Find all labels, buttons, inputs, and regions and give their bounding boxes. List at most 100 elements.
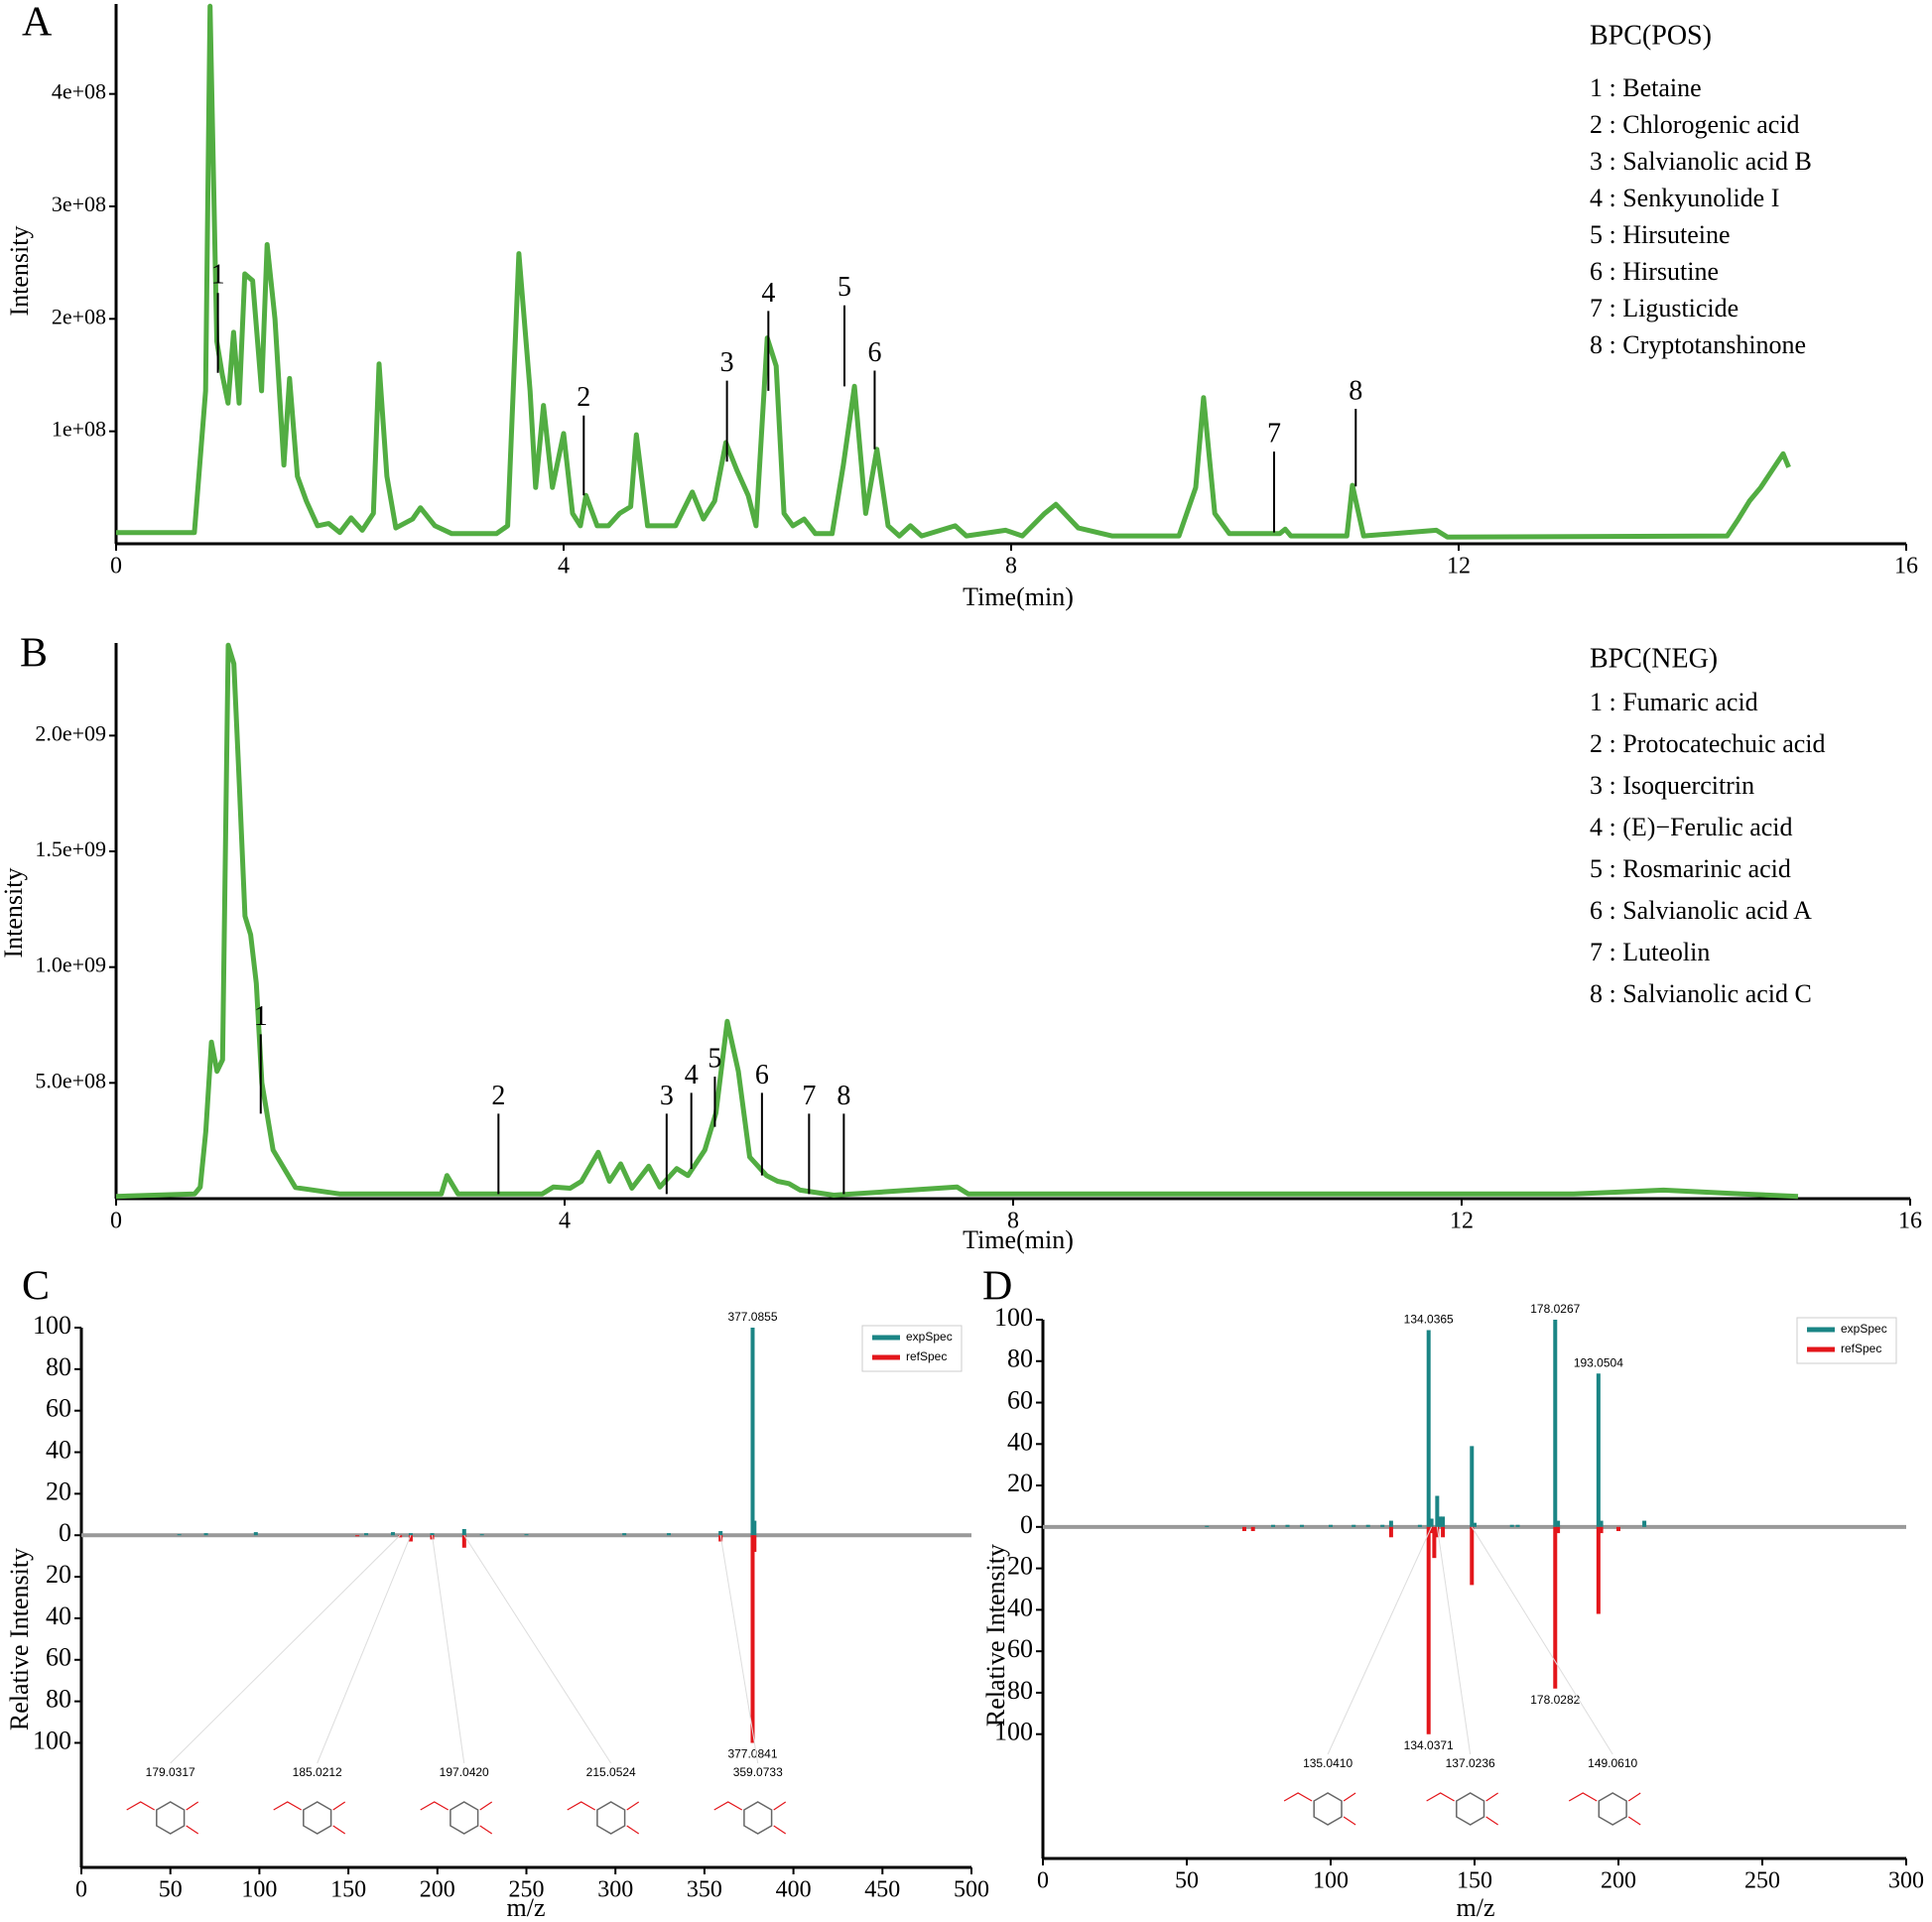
panel-letter: B (20, 631, 48, 677)
legend-box (861, 1325, 963, 1372)
structure-bonds (567, 1801, 640, 1835)
x-tick-label: 12 (1450, 1209, 1474, 1234)
fragment-label: 359.0733 (733, 1765, 783, 1779)
leader-line (431, 1535, 465, 1764)
x-tick-label: 300 (1888, 1868, 1924, 1894)
compound-label: 3 : Isoquercitrin (1590, 771, 1754, 800)
compound-label: 5 : Rosmarinic acid (1590, 854, 1791, 883)
compound-label: 7 : Ligusticide (1590, 294, 1739, 322)
structure-ring (596, 1801, 626, 1835)
x-tick-label: 0 (110, 554, 122, 579)
structure-ring (303, 1801, 332, 1835)
y-tick-label: 80 (1007, 1345, 1033, 1373)
structure-ring (450, 1801, 479, 1835)
compound-label: 7 : Luteolin (1590, 938, 1710, 966)
x-tick-label: 500 (954, 1877, 989, 1903)
y-tick-label: 40 (1007, 1593, 1033, 1621)
y-tick-label: 2.0e+09 (35, 720, 106, 745)
y-axis-title: Intensity (5, 226, 34, 317)
panel-letter: A (22, 0, 53, 46)
x-tick-label: 150 (1457, 1868, 1492, 1894)
peak-label: 7 (1267, 418, 1281, 448)
compound-label: 1 : Fumaric acid (1590, 688, 1758, 716)
x-tick-label: 50 (1175, 1868, 1199, 1894)
chromatogram-line (116, 3, 1791, 540)
y-tick-label: 40 (46, 1436, 71, 1465)
peak-label: 2 (577, 382, 590, 413)
x-tick-label: 250 (1744, 1868, 1780, 1894)
peak-label: 6 (755, 1060, 769, 1090)
structure-bonds (420, 1801, 493, 1835)
y-tick-label: 100 (994, 1303, 1033, 1332)
fragment-label: 179.0317 (146, 1765, 195, 1779)
structure-ring (1598, 1792, 1627, 1826)
peak-label: 7 (802, 1081, 816, 1111)
compound-label: 4 : (E)−Ferulic acid (1590, 813, 1793, 841)
legend-label: refSpec (906, 1349, 947, 1363)
x-tick-label: 16 (1894, 554, 1918, 579)
y-tick-label: 100 (33, 1311, 71, 1340)
peak-label: 8 (1349, 375, 1362, 406)
compound-label: 1 : Betaine (1590, 73, 1702, 102)
panel-letter: D (982, 1264, 1012, 1310)
peak-annotation: 377.0855 (727, 1310, 777, 1324)
fragment-label: 135.0410 (1303, 1756, 1352, 1770)
y-tick-label: 80 (46, 1685, 71, 1714)
y-tick-label: 1e+08 (52, 417, 106, 442)
structure-ring (1313, 1792, 1343, 1826)
x-tick-label: 4 (558, 554, 570, 579)
x-axis-title: Time(min) (963, 582, 1074, 611)
structure-bonds (1426, 1792, 1498, 1826)
y-tick-label: 20 (1007, 1469, 1033, 1497)
panel-letter: C (22, 1264, 50, 1310)
compound-label: 8 : Salvianolic acid C (1590, 979, 1812, 1008)
fragment-label: 215.0524 (586, 1765, 636, 1779)
x-tick-label: 50 (159, 1877, 183, 1903)
peak-label: 5 (708, 1043, 721, 1074)
x-axis-title: Time(min) (963, 1225, 1074, 1254)
y-axis-title: Intensity (0, 868, 28, 959)
peak-annotation: 134.0365 (1404, 1313, 1454, 1327)
y-tick-label: 5.0e+08 (35, 1068, 106, 1092)
structure-bonds (1283, 1792, 1356, 1826)
y-tick-label: 80 (46, 1352, 71, 1381)
y-tick-label: 0 (1020, 1510, 1033, 1539)
x-tick-label: 8 (1007, 1209, 1019, 1234)
legend-title: BPC(POS) (1590, 20, 1712, 51)
x-tick-label: 200 (420, 1877, 455, 1903)
structure-ring (743, 1801, 773, 1835)
x-tick-label: 8 (1005, 554, 1017, 579)
leader-line (719, 1535, 759, 1764)
y-tick-label: 60 (46, 1643, 71, 1672)
peak-annotation: 178.0282 (1530, 1693, 1580, 1707)
structure-bonds (126, 1801, 199, 1835)
y-tick-label: 40 (46, 1602, 71, 1630)
compound-label: 5 : Hirsuteine (1590, 220, 1731, 249)
x-tick-label: 0 (110, 1209, 122, 1234)
peak-label: 4 (761, 278, 775, 309)
peak-annotation: 134.0371 (1404, 1738, 1454, 1752)
chromatogram-line (115, 642, 1799, 1200)
y-axis-title: Relative Intensity (5, 1548, 34, 1730)
y-tick-label: 20 (46, 1476, 71, 1505)
structure-ring (156, 1801, 186, 1835)
leader-line (463, 1534, 612, 1764)
x-tick-label: 250 (509, 1877, 545, 1903)
compound-label: 2 : Protocatechuic acid (1590, 729, 1826, 758)
y-tick-label: 60 (46, 1394, 71, 1423)
peak-annotation: 178.0267 (1530, 1302, 1580, 1316)
x-tick-label: 450 (864, 1877, 900, 1903)
y-tick-label: 2e+08 (52, 304, 106, 328)
compound-label: 6 : Hirsutine (1590, 257, 1719, 286)
x-tick-label: 400 (776, 1877, 812, 1903)
fragment-label: 149.0610 (1588, 1756, 1637, 1770)
x-tick-label: 0 (1037, 1868, 1049, 1894)
peak-label: 8 (837, 1081, 850, 1111)
peak-label: 3 (660, 1081, 674, 1111)
leader-line (170, 1534, 401, 1764)
x-tick-label: 350 (687, 1877, 722, 1903)
compound-label: 6 : Salvianolic acid A (1590, 896, 1812, 925)
peak-annotation: 193.0504 (1574, 1355, 1623, 1369)
